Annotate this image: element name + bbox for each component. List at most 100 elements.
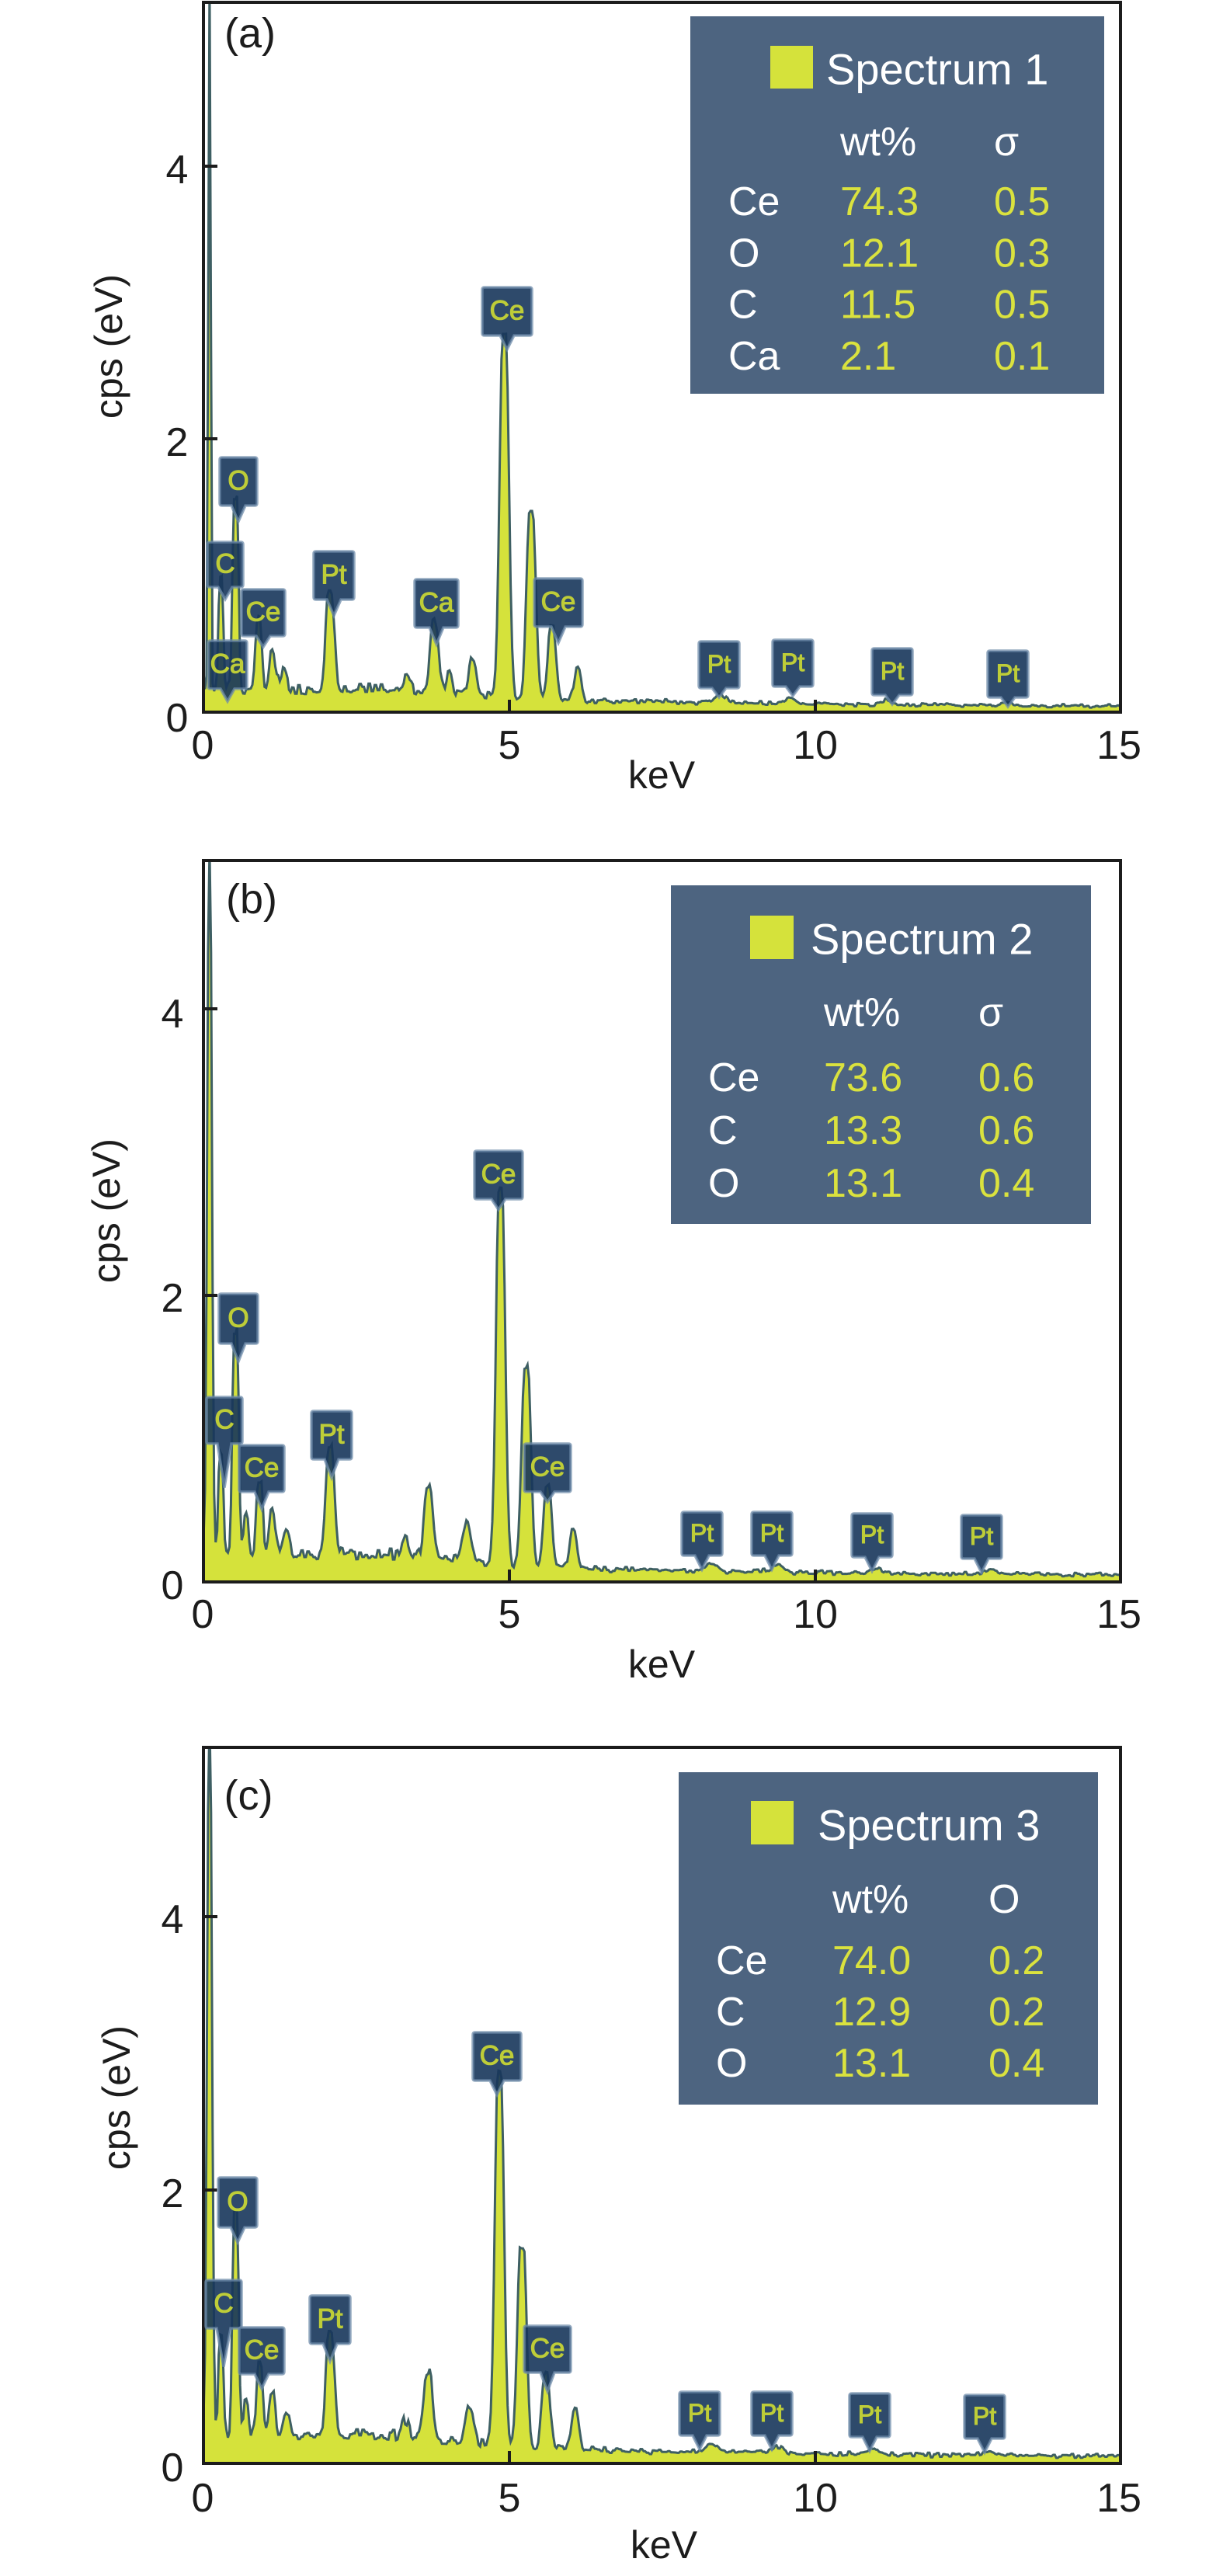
svg-text:13.1: 13.1: [824, 1161, 902, 1206]
svg-text:2.1: 2.1: [840, 334, 896, 379]
svg-text:Pt: Pt: [688, 2399, 711, 2427]
svg-text:0.2: 0.2: [988, 1938, 1044, 1983]
svg-text:(a): (a): [224, 10, 276, 57]
svg-text:0.5: 0.5: [994, 179, 1050, 224]
svg-text:11.5: 11.5: [840, 283, 916, 328]
svg-text:Ce: Ce: [245, 1453, 280, 1483]
svg-text:13.3: 13.3: [824, 1108, 902, 1153]
svg-text:C: C: [214, 2289, 233, 2319]
svg-text:σ: σ: [994, 120, 1019, 165]
svg-text:O: O: [228, 466, 248, 496]
svg-text:C: C: [716, 1990, 745, 2035]
svg-text:Ce: Ce: [480, 2041, 515, 2071]
svg-text:Ce: Ce: [530, 1452, 565, 1483]
svg-text:Ca: Ca: [210, 649, 245, 680]
svg-text:Spectrum 2: Spectrum 2: [811, 915, 1033, 964]
svg-text:Pt: Pt: [970, 1522, 993, 1550]
svg-text:Pt: Pt: [690, 1519, 714, 1547]
svg-text:O: O: [708, 1161, 739, 1206]
svg-text:0: 0: [162, 1563, 184, 1608]
svg-text:Pt: Pt: [881, 657, 904, 685]
svg-text:Ce: Ce: [246, 597, 281, 627]
svg-text:15: 15: [1096, 1592, 1141, 1637]
svg-text:0: 0: [192, 1592, 214, 1637]
svg-text:cps (eV): cps (eV): [85, 1139, 128, 1283]
svg-text:0: 0: [162, 2446, 184, 2491]
svg-text:5: 5: [499, 723, 521, 768]
svg-text:keV: keV: [628, 1643, 696, 1686]
svg-text:0.4: 0.4: [988, 2041, 1044, 2086]
svg-text:Pt: Pt: [760, 1519, 783, 1547]
svg-text:Spectrum 1: Spectrum 1: [826, 45, 1048, 94]
svg-text:0: 0: [192, 723, 214, 768]
svg-text:0.6: 0.6: [978, 1055, 1034, 1100]
svg-text:Pt: Pt: [858, 2400, 881, 2428]
svg-text:2: 2: [162, 1276, 184, 1321]
svg-text:10: 10: [793, 1592, 838, 1637]
svg-text:4: 4: [162, 1897, 184, 1942]
svg-text:(c): (c): [224, 1772, 273, 1819]
svg-text:C: C: [708, 1108, 738, 1153]
svg-text:Pt: Pt: [321, 560, 346, 590]
svg-text:Pt: Pt: [973, 2402, 996, 2430]
svg-text:wt%: wt%: [823, 990, 900, 1035]
svg-text:Pt: Pt: [707, 650, 731, 678]
svg-text:4: 4: [166, 148, 189, 193]
svg-text:Pt: Pt: [760, 2399, 783, 2427]
svg-text:12.1: 12.1: [840, 231, 919, 276]
svg-text:C: C: [214, 1405, 234, 1435]
svg-text:C: C: [215, 549, 235, 579]
svg-text:Ca: Ca: [419, 588, 454, 618]
svg-text:Pt: Pt: [317, 2304, 342, 2334]
svg-text:10: 10: [793, 2476, 838, 2521]
svg-text:σ: σ: [978, 990, 1003, 1035]
svg-text:Ce: Ce: [245, 2335, 280, 2366]
svg-text:15: 15: [1096, 723, 1141, 768]
svg-text:Ce: Ce: [728, 179, 780, 224]
svg-text:13.1: 13.1: [832, 2041, 911, 2086]
svg-text:Pt: Pt: [860, 1521, 884, 1549]
svg-text:O: O: [728, 231, 759, 276]
svg-text:wt%: wt%: [832, 1877, 909, 1922]
svg-text:Ce: Ce: [716, 1938, 767, 1983]
svg-text:wt%: wt%: [839, 120, 916, 165]
svg-text:10: 10: [793, 723, 838, 768]
svg-text:keV: keV: [628, 753, 696, 797]
svg-text:Pt: Pt: [318, 1420, 344, 1450]
svg-text:Ce: Ce: [708, 1055, 759, 1100]
svg-text:74.0: 74.0: [832, 1938, 911, 1983]
svg-text:O: O: [228, 1303, 248, 1333]
svg-text:0.1: 0.1: [994, 334, 1050, 379]
svg-text:O: O: [227, 2187, 248, 2217]
svg-text:73.6: 73.6: [824, 1055, 902, 1100]
svg-text:0.4: 0.4: [978, 1161, 1034, 1206]
svg-text:0.6: 0.6: [978, 1108, 1034, 1153]
svg-text:2: 2: [166, 420, 189, 465]
svg-text:15: 15: [1096, 2476, 1141, 2521]
svg-text:5: 5: [499, 1592, 521, 1637]
svg-text:12.9: 12.9: [832, 1990, 911, 2035]
svg-text:0: 0: [192, 2476, 214, 2521]
svg-text:Spectrum 3: Spectrum 3: [818, 1801, 1040, 1850]
svg-text:5: 5: [499, 2476, 521, 2521]
svg-text:keV: keV: [631, 2523, 698, 2567]
svg-text:Ce: Ce: [530, 2334, 565, 2364]
svg-text:4: 4: [162, 992, 184, 1037]
svg-text:C: C: [728, 283, 758, 328]
svg-text:Ce: Ce: [490, 296, 525, 326]
svg-text:Ca: Ca: [728, 334, 780, 379]
svg-text:0.3: 0.3: [994, 231, 1050, 276]
svg-text:(b): (b): [226, 876, 277, 923]
svg-text:Ce: Ce: [481, 1159, 516, 1190]
svg-text:74.3: 74.3: [840, 179, 919, 224]
svg-text:0.5: 0.5: [994, 283, 1050, 328]
svg-text:O: O: [716, 2041, 747, 2086]
svg-text:cps (eV): cps (eV): [95, 2025, 138, 2170]
svg-text:Pt: Pt: [996, 659, 1020, 687]
svg-text:cps (eV): cps (eV): [87, 274, 130, 419]
svg-text:O: O: [988, 1877, 1020, 1922]
svg-text:Ce: Ce: [541, 587, 576, 617]
svg-text:2: 2: [162, 2171, 184, 2216]
svg-text:Pt: Pt: [781, 648, 804, 676]
svg-text:0.2: 0.2: [988, 1990, 1044, 2035]
